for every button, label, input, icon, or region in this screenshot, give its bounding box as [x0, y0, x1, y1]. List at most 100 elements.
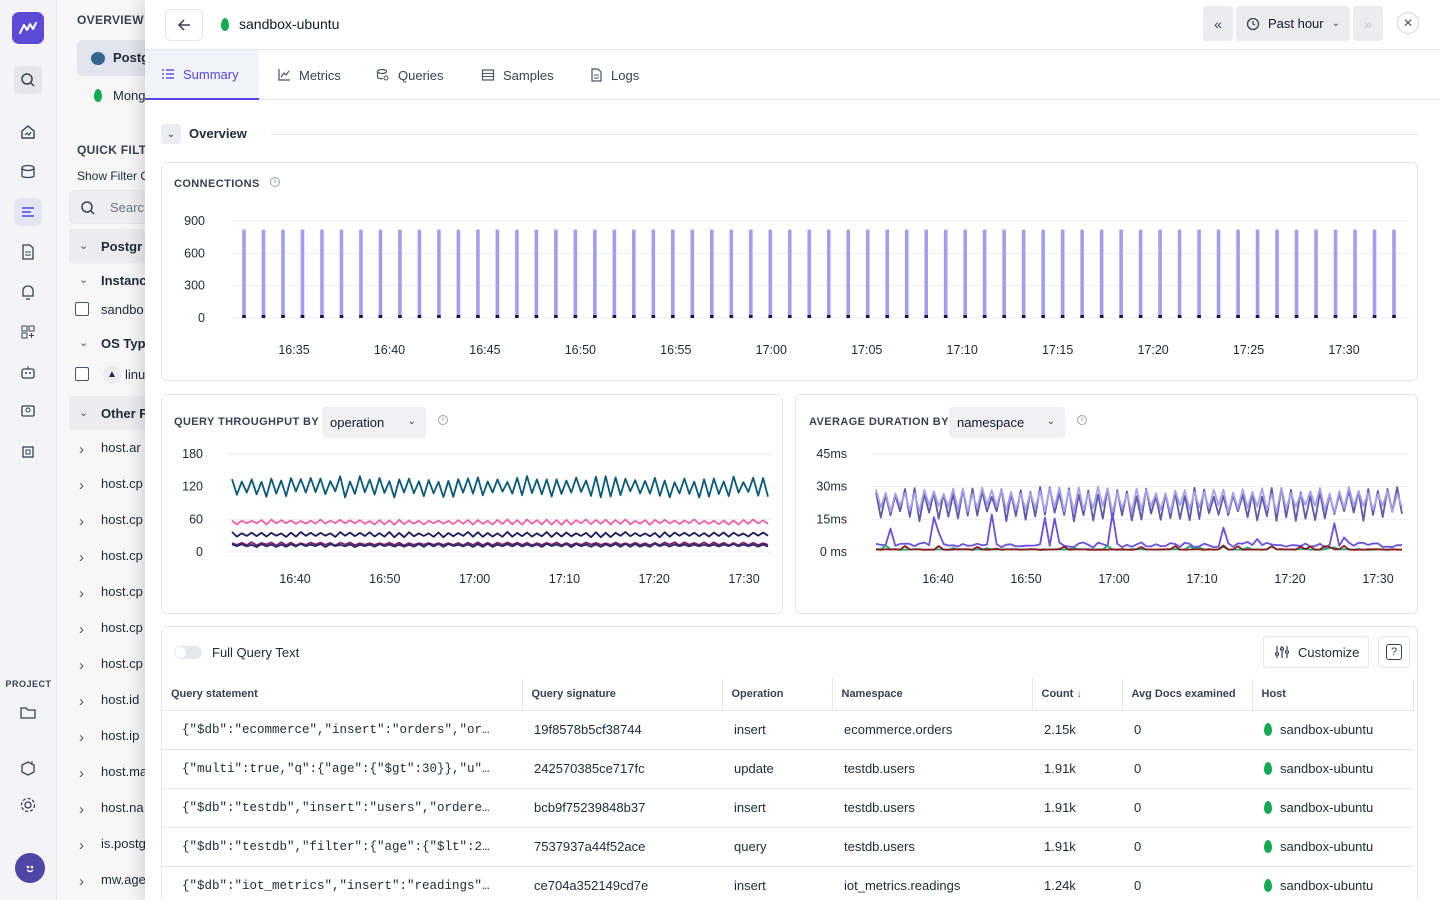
mongodb-icon: [1264, 879, 1272, 892]
attribute-filter-item[interactable]: host.na: [101, 800, 144, 815]
document-icon[interactable]: [14, 238, 42, 266]
connections-bar-active: [300, 315, 305, 318]
logs-list-icon[interactable]: [14, 198, 42, 226]
chip-icon[interactable]: [14, 438, 42, 466]
column-header-query-statement[interactable]: Query statement: [162, 679, 523, 711]
tab-queries[interactable]: Queries: [360, 50, 460, 100]
tab-metrics[interactable]: Metrics: [261, 50, 357, 100]
home-icon[interactable]: [14, 118, 42, 146]
tab-logs[interactable]: Logs: [573, 50, 655, 100]
column-header-operation[interactable]: Operation: [722, 679, 833, 711]
namespace-cell: iot_metrics.readings: [832, 866, 1032, 900]
connections-bar: [476, 229, 480, 318]
full-query-toggle[interactable]: [174, 646, 202, 659]
connections-bar: [456, 229, 461, 318]
chevron-right-icon[interactable]: ›: [79, 765, 84, 782]
attribute-filter-item[interactable]: host.ma: [101, 764, 148, 779]
connections-bar-active: [865, 315, 870, 318]
attribute-filter-item[interactable]: mw.age: [101, 872, 146, 887]
chevron-right-icon[interactable]: ›: [79, 621, 84, 638]
settings-gear-icon[interactable]: [14, 791, 42, 819]
table-row[interactable]: {"$db":"testdb","filter":{"age":{"$lt":2…: [162, 827, 1413, 867]
column-header-avg-docs[interactable]: Avg Docs examined: [1122, 679, 1253, 711]
column-header-query-signature[interactable]: Query signature: [522, 679, 723, 711]
info-icon[interactable]: i: [1077, 415, 1087, 425]
attribute-filter-item[interactable]: host.id: [101, 692, 140, 707]
chevron-right-icon[interactable]: ›: [79, 657, 84, 674]
os-checkbox[interactable]: [75, 367, 89, 381]
chevron-down-icon: ⌄: [407, 416, 416, 427]
connections-bar: [1333, 229, 1338, 318]
instance-checkbox[interactable]: [75, 302, 89, 316]
show-filter-toggle[interactable]: Show Filter C: [77, 169, 150, 183]
attribute-filter-item[interactable]: host.cp: [101, 512, 143, 527]
avg-docs-cell: 0: [1122, 788, 1252, 828]
tab-samples[interactable]: Samples: [465, 50, 570, 100]
info-icon[interactable]: i: [438, 415, 448, 425]
chevron-right-icon[interactable]: ›: [79, 837, 84, 854]
attribute-filter-item[interactable]: host.cp: [101, 548, 143, 563]
user-monitor-icon[interactable]: [14, 398, 42, 426]
chevron-down-icon[interactable]: ⌄: [79, 274, 89, 286]
column-header-count[interactable]: Count ↓: [1032, 679, 1123, 711]
attribute-filter-item[interactable]: host.cp: [101, 476, 143, 491]
x-tick-label: 16:40: [922, 572, 953, 586]
throughput-groupby-select[interactable]: operation ⌄: [322, 407, 426, 438]
cube-add-icon[interactable]: [14, 755, 42, 783]
time-shift-forward-button[interactable]: »: [1353, 6, 1383, 41]
connections-bar: [339, 229, 344, 318]
tab-summary[interactable]: Summary: [145, 50, 259, 100]
operation-cell: insert: [722, 788, 832, 828]
x-tick-label: 16:50: [1010, 572, 1041, 586]
chevron-right-icon[interactable]: ›: [79, 585, 84, 602]
connections-bar-active: [320, 315, 324, 318]
average-duration-card: AVERAGE DURATION BY namespace ⌄ i 45ms 30…: [795, 394, 1418, 614]
chevron-right-icon[interactable]: ›: [79, 873, 84, 890]
bot-icon[interactable]: [14, 358, 42, 386]
chevron-right-icon[interactable]: ›: [79, 513, 84, 530]
collapse-overview-button[interactable]: ⌄: [161, 124, 181, 144]
group-postgres[interactable]: [69, 229, 157, 263]
sidebar-item-postgres[interactable]: [77, 40, 157, 76]
attribute-filter-item[interactable]: host.cp: [101, 620, 143, 635]
help-button[interactable]: ?: [1378, 636, 1410, 668]
middleware-logo[interactable]: [12, 12, 44, 44]
column-header-host[interactable]: Host: [1252, 679, 1414, 711]
chevron-right-icon[interactable]: ›: [79, 477, 84, 494]
table-row[interactable]: {"$db":"ecommerce","insert":"orders","or…: [162, 710, 1413, 750]
info-icon[interactable]: i: [270, 177, 280, 187]
attribute-filter-item[interactable]: host.cp: [101, 656, 143, 671]
time-shift-back-button[interactable]: «: [1203, 6, 1233, 41]
attribute-filter-item[interactable]: host.ar: [101, 440, 141, 455]
customize-button[interactable]: Customize: [1263, 636, 1369, 668]
duration-groupby-select[interactable]: namespace ⌄: [949, 407, 1065, 438]
dashboard-icon[interactable]: [14, 318, 42, 346]
filter-search-input[interactable]: Searc: [69, 190, 157, 224]
chevron-right-icon[interactable]: ›: [79, 693, 84, 710]
x-tick-label: 17:30: [1362, 572, 1393, 586]
attribute-filter-item[interactable]: is.postg: [101, 836, 146, 851]
group-other[interactable]: [69, 396, 157, 430]
folder-icon[interactable]: [14, 698, 42, 726]
chevron-right-icon[interactable]: ›: [79, 801, 84, 818]
chevron-right-icon[interactable]: ›: [79, 549, 84, 566]
attribute-filter-item[interactable]: host.cp: [101, 584, 143, 599]
user-avatar[interactable]: [15, 853, 45, 883]
back-button[interactable]: [165, 9, 203, 41]
table-row[interactable]: {"$db":"iot_metrics","insert":"readings"…: [162, 866, 1413, 900]
help-icon: ?: [1386, 644, 1402, 660]
close-button[interactable]: ✕: [1397, 12, 1419, 34]
alerts-bell-icon[interactable]: [14, 278, 42, 306]
infrastructure-icon[interactable]: [14, 158, 42, 186]
chevron-right-icon[interactable]: ›: [79, 729, 84, 746]
attribute-filter-item[interactable]: host.ip: [101, 728, 140, 743]
column-header-namespace[interactable]: Namespace: [832, 679, 1033, 711]
table-row[interactable]: {"$db":"testdb","insert":"users","ordere…: [162, 788, 1413, 828]
table-row[interactable]: {"multi":true,"q":{"age":{"$gt":30}},"u"…: [162, 749, 1413, 789]
time-range-select[interactable]: Past hour ⌄: [1236, 6, 1350, 41]
sidebar-item-mongodb[interactable]: Mong: [113, 88, 146, 103]
chevron-right-icon[interactable]: ›: [79, 441, 84, 458]
chevron-down-icon[interactable]: ⌄: [79, 337, 89, 349]
connections-bar-active: [1353, 315, 1357, 318]
search-icon[interactable]: [14, 66, 42, 94]
